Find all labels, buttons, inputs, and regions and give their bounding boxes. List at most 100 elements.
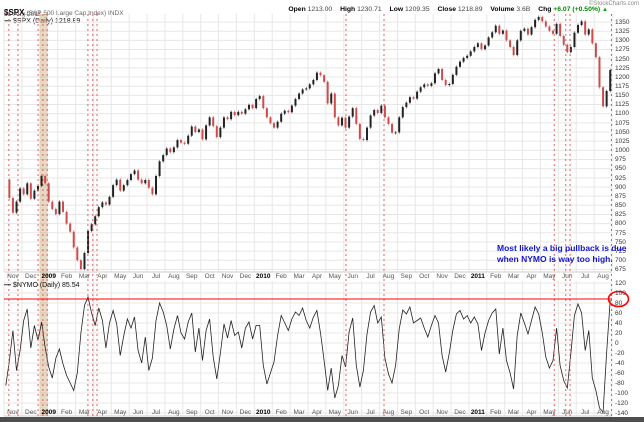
y-axis-tick: 1175 [615,82,629,90]
x-axis-tick: Oct [204,408,215,416]
window-edge-strip [0,417,644,422]
x-axis-tick: Oct [204,272,215,280]
x-axis-tick: May [114,272,127,280]
x-axis-tick: Apr [311,272,322,280]
x-axis-tick: Apr [526,408,537,416]
x-axis-tick: Mar [293,408,305,416]
x-axis-tick: Aug [382,408,395,416]
x-axis-tick: Jul [581,408,590,416]
x-axis-tick: Dec [25,272,37,280]
y-axis-tick: 1250 [615,55,630,63]
y-axis-tick: 1050 [615,128,630,136]
open-value: 1213.00 [307,6,333,13]
chart-date: 31-Aug-2011 [4,11,42,18]
x-axis-tick: Dec [25,408,37,416]
volume-label: Volume [490,6,515,13]
chart-title: $SPX (S&P 500 Large Cap Index) INDX [4,2,124,20]
y-axis-tick: 900 [615,183,626,191]
symbol-description: (S&P 500 Large Cap Index) INDX [26,10,124,17]
y-axis-tick: 1275 [615,46,630,54]
annotation-line1: Most likely a big pullback is due [497,243,627,253]
chg-value: +6.07 (+0.50%) [553,6,601,13]
x-axis-tick: Aug [597,272,609,280]
x-axis-tick: Jun [562,408,573,416]
price-legend-label: $SPX (Daily) 1218.89 [13,18,81,25]
y-axis-tick: 1300 [615,37,630,45]
y-axis-tick: -80 [615,379,625,387]
pullback-annotation: Most likely a big pullback is due when N… [497,243,626,264]
y-axis-tick: 60 [615,309,623,317]
y-axis-tick: 80 [615,299,623,307]
y-axis-tick: 725 [615,247,626,255]
x-axis-tick: Apr [311,408,322,416]
x-axis-tick: Jul [151,408,161,416]
y-axis-tick: 1000 [615,147,630,155]
x-axis-tick: Dec [454,272,466,280]
y-axis-tick: 40 [615,319,623,327]
x-axis-tick: Feb [490,408,502,416]
high-label: High [340,6,356,13]
x-axis-tick: Aug [597,408,609,416]
x-axis-tick: Mar [78,272,91,280]
x-axis-tick: 2010 [256,272,271,280]
y-axis-tick: 850 [615,202,626,210]
y-axis-tick: 925 [615,174,626,182]
x-axis-tick: Jul [366,408,375,416]
x-axis-tick: 2011 [470,408,485,416]
y-axis-tick: 950 [615,165,626,173]
y-axis-tick: -40 [615,359,625,367]
nymo-legend-label: $NYMO (Daily) 85.54 [13,282,80,289]
x-axis-tick: May [114,408,127,416]
x-axis-tick: 2010 [256,408,271,416]
spx-line-marker-icon: — [4,18,11,25]
x-axis-tick: Apr [97,408,108,416]
x-axis-tick: Dec [239,272,252,280]
low-value: 1209.35 [405,6,430,13]
x-axis-tick: Jun [132,408,144,416]
x-axis-tick: Sep [185,408,198,416]
y-axis-tick: 120 [615,279,626,287]
x-axis-tick: 2011 [470,272,485,280]
y-axis-tick: 1075 [615,119,630,127]
x-axis-tick: Nov [436,272,448,280]
y-axis-tick: 800 [615,220,626,228]
high-value: 1230.71 [357,6,382,13]
annotation-line2: when NYMO is way too high. [497,253,613,264]
x-axis-tick: May [543,408,556,416]
x-axis-tick: Jun [562,272,573,280]
x-axis-tick: Jul [581,272,590,280]
x-axis-tick: Nov [221,408,234,416]
y-axis-tick: 975 [615,156,626,164]
close-label: Close [437,6,457,13]
price-legend: —$SPX (Daily) 1218.89 [4,18,80,25]
y-axis-tick: -60 [615,369,625,377]
y-axis-tick: 875 [615,192,626,200]
x-axis-tick: Mar [78,408,91,416]
y-axis-tick: 1100 [615,110,629,118]
y-axis-tick: 1325 [615,28,630,36]
x-axis-tick: Mar [508,408,520,416]
y-axis-tick: 1125 [615,101,629,109]
x-axis-tick: Feb [490,272,502,280]
y-axis-tick: 750 [615,238,626,246]
x-axis-tick: Apr [97,272,108,280]
y-axis-tick: 700 [615,257,626,265]
nymo-line-marker-icon: — [4,282,11,289]
x-axis-tick: Jun [347,408,358,416]
x-axis-tick: Dec [239,408,252,416]
up-arrow-icon: ▲ [602,7,608,13]
open-label: Open [288,6,306,13]
y-axis-tick: 1200 [615,73,630,81]
x-axis-tick: Aug [382,272,395,280]
y-axis-tick: 775 [615,229,626,237]
x-axis-tick: Oct [419,408,430,416]
x-axis-tick: Oct [419,272,430,280]
x-axis-tick: Dec [454,408,466,416]
symbol: $SPX [4,8,25,17]
x-axis-tick: Aug [168,408,180,416]
low-label: Low [389,6,404,13]
ohlc-row: Open 1213.00 High 1230.71 Low 1209.35 Cl… [282,6,608,13]
y-axis-tick: -20 [615,349,625,357]
